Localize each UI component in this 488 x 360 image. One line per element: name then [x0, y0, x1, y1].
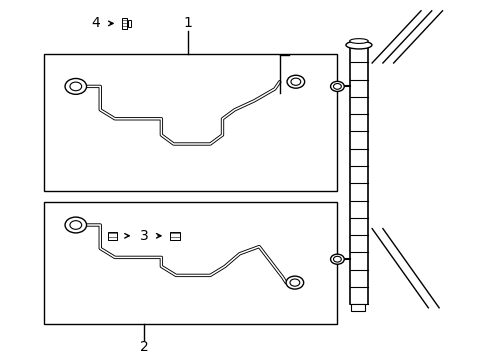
- Circle shape: [330, 81, 344, 91]
- Circle shape: [290, 78, 300, 85]
- Circle shape: [289, 279, 299, 286]
- Circle shape: [330, 254, 344, 264]
- Bar: [127, 20, 131, 27]
- Bar: [44, 202, 337, 324]
- Bar: [170, 232, 180, 240]
- Ellipse shape: [345, 41, 371, 49]
- Bar: [122, 18, 126, 29]
- Circle shape: [285, 276, 303, 289]
- Circle shape: [333, 84, 341, 89]
- Ellipse shape: [349, 39, 367, 44]
- Circle shape: [333, 256, 341, 262]
- Circle shape: [286, 75, 304, 88]
- Text: 1: 1: [183, 17, 192, 30]
- Text: 4: 4: [91, 17, 100, 30]
- Circle shape: [70, 82, 81, 91]
- Circle shape: [65, 78, 86, 94]
- Text: 2: 2: [140, 341, 148, 354]
- Bar: [44, 54, 337, 191]
- Bar: [107, 232, 117, 240]
- Text: 3: 3: [140, 229, 148, 243]
- Bar: [350, 304, 364, 311]
- Circle shape: [65, 217, 86, 233]
- Circle shape: [70, 221, 81, 229]
